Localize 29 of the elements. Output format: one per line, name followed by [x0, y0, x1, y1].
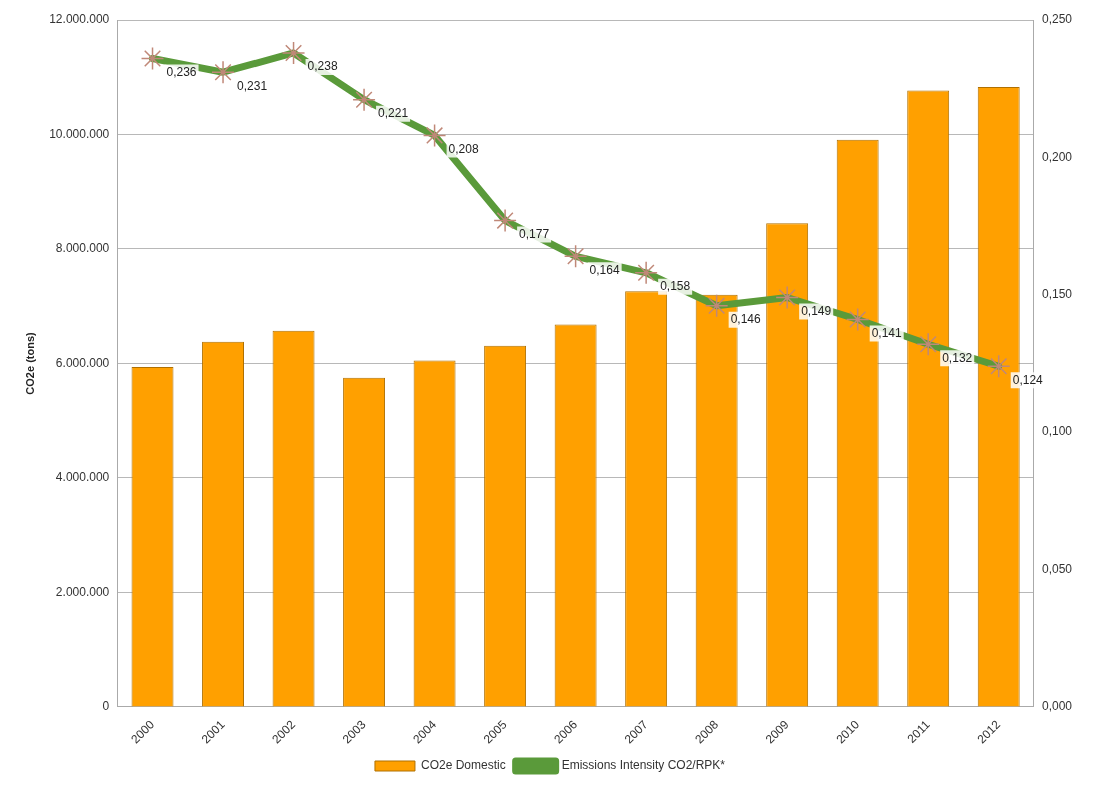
data-label: 0,141 [871, 325, 903, 340]
y-tick-label: 2.000.000 [55, 584, 110, 599]
y-tick-label: 0 [102, 699, 110, 714]
y2-tick-label: 0,050 [1041, 561, 1073, 576]
y-axis-title: CO2e (tons) [23, 331, 36, 395]
y-tick-label: 6.000.000 [55, 355, 110, 370]
y-tick-label: 4.000.000 [55, 470, 110, 485]
data-label: 0,238 [307, 59, 338, 74]
y-tick-label: 10.000.000 [49, 126, 110, 141]
data-label: 0,132 [942, 350, 973, 365]
data-label: 0,124 [1012, 372, 1044, 387]
data-label: 0,177 [519, 226, 550, 241]
y2-tick-label: 0,000 [1041, 699, 1073, 714]
data-label: 0,221 [378, 106, 409, 120]
data-label: 0,208 [448, 141, 479, 156]
data-label: 0,164 [589, 262, 620, 277]
y-tick-label: 12.000.000 [49, 12, 110, 27]
data-label: 0,146 [730, 312, 761, 327]
y2-tick-label: 0,150 [1041, 287, 1073, 302]
data-label: 0,149 [801, 303, 832, 318]
data-label: 0,158 [660, 279, 691, 294]
legend-label: CO2e Domestic [420, 758, 506, 773]
y2-tick-label: 0,200 [1041, 149, 1073, 164]
data-label: 0,231 [237, 78, 268, 93]
data-label: 0,236 [166, 64, 197, 79]
legend-label: Emissions Intensity CO2/RPK* [561, 758, 726, 773]
y-tick-label: 8.000.000 [55, 241, 110, 256]
y2-tick-label: 0,250 [1041, 12, 1073, 27]
y2-tick-label: 0,100 [1041, 424, 1073, 439]
